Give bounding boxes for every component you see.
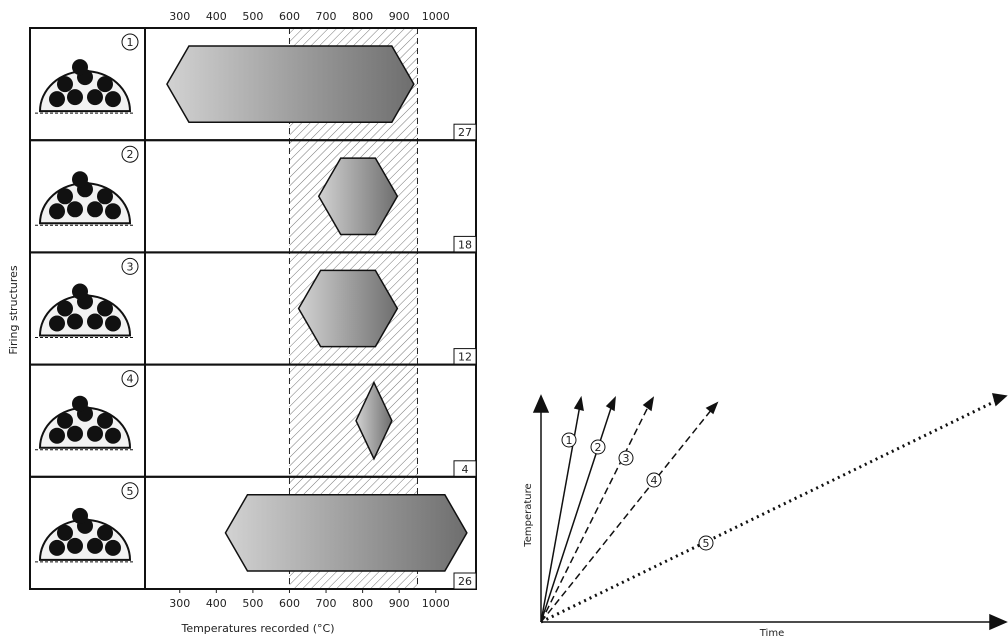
x-tick-label: 700 [316,597,337,610]
curve-label: 3 [623,452,630,465]
kiln-fuel [97,525,113,541]
kiln-fuel [87,538,103,554]
kiln-fuel [57,525,73,541]
curve-label: 1 [566,434,573,447]
x-tick-label: 1000 [422,10,450,23]
x-tick-label: 400 [206,10,227,23]
x-axis-label: Temperatures recorded (°C) [180,622,334,635]
range-hexagon [299,270,398,346]
rate-diagram [534,394,1006,629]
kiln-fuel [67,426,83,442]
count-label: 26 [458,575,472,588]
x-tick-label: 500 [242,10,263,23]
kiln-fuel [72,171,88,187]
x-tick-label: 900 [389,597,410,610]
arrow [707,403,717,413]
kiln-fuel [87,201,103,217]
arrow [534,396,548,412]
diagram-y-label: Temperature [523,483,534,547]
kiln-fuel [49,428,65,444]
x-tick-label: 500 [242,597,263,610]
kiln-fuel [49,540,65,556]
count-label: 27 [458,126,472,139]
x-tick-label: 400 [206,597,227,610]
kiln-fuel [67,538,83,554]
row-label: 2 [127,148,134,161]
kiln-fuel [72,284,88,300]
kiln-fuel [72,396,88,412]
kiln-fuel [105,540,121,556]
x-tick-label: 900 [389,10,410,23]
arrow [990,615,1006,629]
row-label: 5 [127,485,134,498]
range-hexagon [167,46,414,122]
kiln-fuel [97,188,113,204]
kiln-fuel [67,89,83,105]
row-label: 1 [127,36,134,49]
kiln-fuel [67,314,83,330]
kiln-fuel [57,188,73,204]
curve-label: 4 [651,474,658,487]
arrow [644,398,653,410]
count-label: 12 [458,351,472,364]
curve-label: 5 [703,537,710,550]
kiln-fuel [105,428,121,444]
kiln-fuel [49,316,65,332]
x-tick-label: 800 [352,10,373,23]
x-tick-label: 600 [279,597,300,610]
curve-3 [541,405,649,622]
x-tick-label: 300 [169,10,190,23]
x-tick-label: 800 [352,597,373,610]
kiln-fuel [97,76,113,92]
kiln-fuel [105,203,121,219]
kiln-fuel [105,91,121,107]
kiln-fuel [105,316,121,332]
kiln-fuel [49,203,65,219]
range-hexagon [225,495,466,571]
kiln-fuel [72,508,88,524]
y-axis-label: Firing structures [7,265,20,355]
x-tick-label: 300 [169,597,190,610]
curve-5 [541,400,998,622]
kiln-fuel [97,413,113,429]
x-tick-label: 700 [316,10,337,23]
row-label: 3 [127,260,134,273]
x-tick-label: 600 [279,10,300,23]
arrow [993,394,1006,405]
figure: 300 300 400 400 500 500 600 600 700 700 800 800 900 9… [0,0,1008,639]
x-tick-label: 1000 [422,597,450,610]
curve-2 [541,405,612,622]
diagram-x-label: Time [759,628,784,639]
row-label: 4 [127,373,134,386]
kiln-fuel [57,301,73,317]
kiln-fuel [49,91,65,107]
curve-label: 2 [595,441,602,454]
kiln-fuel [87,426,103,442]
kiln-fuel [87,89,103,105]
kiln-fuel [57,413,73,429]
count-label: 4 [462,463,469,476]
range-chart: 300 300 400 400 500 500 600 600 700 700 800 800 900 9… [30,10,476,610]
arrow [607,398,615,410]
kiln-fuel [57,76,73,92]
arrow [575,398,583,410]
kiln-fuel [97,301,113,317]
kiln-fuel [72,59,88,75]
kiln-fuel [87,314,103,330]
count-label: 18 [458,238,472,251]
kiln-fuel [67,201,83,217]
